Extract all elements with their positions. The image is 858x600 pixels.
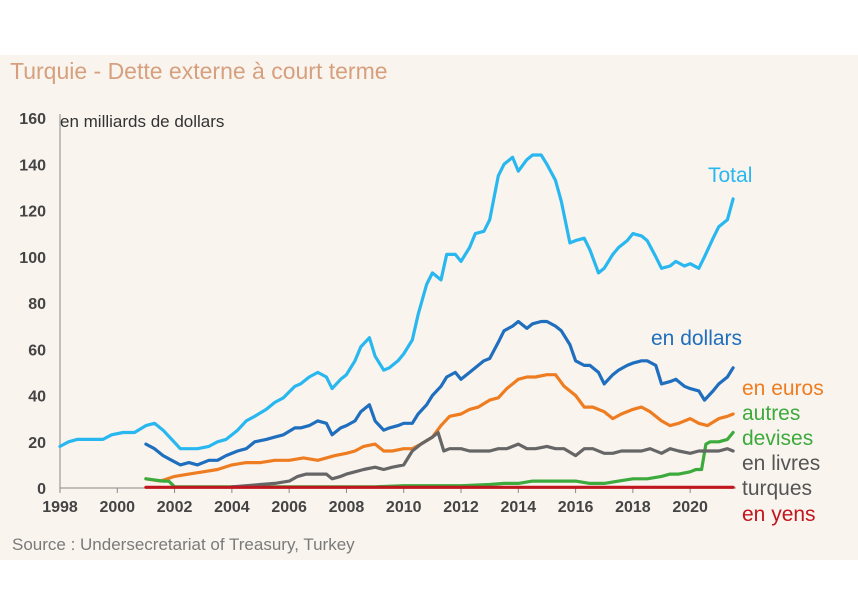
unit-label: en milliards de dollars [60,112,225,131]
x-tick-label: 2020 [672,499,708,516]
source-note: Source : Undersecretariat of Treasury, T… [12,535,355,554]
y-tick-label: 140 [19,157,46,174]
y-tick-label: 120 [19,204,46,221]
x-tick-label: 2002 [157,499,193,516]
y-tick-label: 40 [28,389,46,406]
series-label: Total [708,164,753,187]
y-tick-label: 20 [28,435,46,452]
y-tick-label: 160 [19,111,46,128]
series-label: en yens [742,503,816,526]
y-tick-label: 60 [28,342,46,359]
series-label: devises [742,427,814,450]
x-tick-label: 2018 [615,499,651,516]
x-tick-label: 2000 [99,499,135,516]
x-tick-label: 2006 [271,499,307,516]
x-tick-label: 2010 [386,499,422,516]
series-label: en livres [742,452,821,475]
y-tick-label: 0 [37,481,46,498]
series-label: en euros [742,377,824,400]
x-tick-label: 2016 [558,499,594,516]
series-label: turques [742,477,813,500]
chart-title: Turquie - Dette externe à court terme [10,58,388,84]
x-tick-label: 2012 [443,499,479,516]
series-label: en dollars [651,327,743,350]
series-line-en-dollars [144,319,735,467]
x-tick-label: 1998 [42,499,78,516]
series-label: autres [742,402,801,425]
x-tick-label: 2004 [214,499,250,516]
y-tick-label: 80 [28,296,46,313]
x-tick-label: 2008 [329,499,365,516]
x-tick-label: 2014 [501,499,537,516]
series-line-en-livres-turques [230,430,735,489]
chart-panel [0,55,858,560]
series-line-en-euros [144,373,735,483]
series-line-total [58,153,735,451]
y-tick-label: 100 [19,250,46,267]
